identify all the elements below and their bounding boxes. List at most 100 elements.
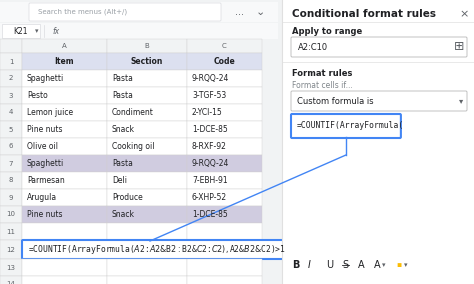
- Bar: [22, 206, 107, 223]
- Text: ▾: ▾: [404, 262, 408, 268]
- Bar: [107, 39, 187, 53]
- FancyBboxPatch shape: [291, 91, 467, 111]
- Text: 1: 1: [9, 59, 13, 64]
- Text: U: U: [326, 260, 333, 270]
- Text: 10: 10: [7, 212, 16, 218]
- Text: S: S: [342, 260, 348, 270]
- Bar: [0, 104, 22, 121]
- Text: B: B: [292, 260, 300, 270]
- Bar: [0, 2, 278, 22]
- Bar: [22, 138, 107, 155]
- Bar: [22, 121, 107, 138]
- Text: Code: Code: [214, 57, 236, 66]
- Text: Apply to range: Apply to range: [292, 28, 362, 37]
- Bar: [0, 206, 22, 223]
- Text: Spaghetti: Spaghetti: [27, 74, 64, 83]
- Bar: [107, 189, 187, 206]
- Bar: [107, 104, 187, 121]
- Bar: [107, 87, 187, 104]
- Bar: [107, 276, 187, 284]
- Text: 8: 8: [9, 178, 13, 183]
- Text: Cooking oil: Cooking oil: [112, 142, 155, 151]
- Bar: [107, 138, 187, 155]
- Text: A: A: [358, 260, 365, 270]
- Text: 3-TGF-53: 3-TGF-53: [192, 91, 226, 100]
- Text: Custom formula is: Custom formula is: [297, 97, 374, 105]
- FancyBboxPatch shape: [291, 114, 401, 138]
- Bar: [22, 104, 107, 121]
- Text: Pasta: Pasta: [112, 91, 133, 100]
- Bar: [187, 259, 262, 276]
- Bar: [22, 276, 107, 284]
- Bar: [0, 121, 22, 138]
- Text: 1-DCE-85: 1-DCE-85: [192, 125, 228, 134]
- Bar: [107, 223, 187, 240]
- Bar: [107, 121, 187, 138]
- Text: 4: 4: [9, 110, 13, 116]
- Bar: [107, 155, 187, 172]
- Text: 14: 14: [7, 281, 16, 284]
- Text: 1-DCE-85: 1-DCE-85: [192, 210, 228, 219]
- Text: ◾: ◾: [396, 262, 401, 268]
- Bar: [22, 189, 107, 206]
- Text: ▾: ▾: [459, 97, 463, 105]
- Bar: [187, 276, 262, 284]
- Text: Produce: Produce: [112, 193, 143, 202]
- Text: ▾: ▾: [35, 28, 39, 34]
- Text: ▾: ▾: [382, 262, 385, 268]
- Text: Pasta: Pasta: [112, 74, 133, 83]
- Text: 9-RQQ-24: 9-RQQ-24: [192, 74, 229, 83]
- Bar: [22, 172, 107, 189]
- Bar: [107, 172, 187, 189]
- Bar: [0, 138, 22, 155]
- Bar: [107, 70, 187, 87]
- Text: K21: K21: [14, 26, 28, 36]
- Text: 6-XHP-52: 6-XHP-52: [192, 193, 227, 202]
- Bar: [0, 189, 22, 206]
- Bar: [22, 155, 107, 172]
- Bar: [0, 87, 22, 104]
- Text: 2: 2: [9, 76, 13, 82]
- Text: Pasta: Pasta: [112, 159, 133, 168]
- Text: Pesto: Pesto: [27, 91, 48, 100]
- Text: fx: fx: [52, 26, 59, 36]
- Bar: [187, 223, 262, 240]
- Text: Pine nuts: Pine nuts: [27, 210, 63, 219]
- Bar: [187, 104, 262, 121]
- Text: 7-EBH-91: 7-EBH-91: [192, 176, 228, 185]
- Bar: [2, 24, 40, 38]
- Text: A2:C10: A2:C10: [298, 43, 328, 51]
- Text: 9: 9: [9, 195, 13, 201]
- Bar: [0, 223, 22, 240]
- Bar: [187, 206, 262, 223]
- Bar: [107, 206, 187, 223]
- Text: Snack: Snack: [112, 125, 135, 134]
- Text: 3: 3: [9, 93, 13, 99]
- Text: =COUNTIF(ArrayFormula($A$2:$A2&$B$2:$B2&$C$2:$C2),$A2&$B2&$C2)>1: =COUNTIF(ArrayFormula($A$2:$A2&$B$2:$B2&…: [28, 243, 286, 256]
- Bar: [187, 87, 262, 104]
- Bar: [22, 70, 107, 87]
- Bar: [22, 87, 107, 104]
- Bar: [0, 53, 22, 70]
- Bar: [0, 172, 22, 189]
- Text: 11: 11: [7, 229, 16, 235]
- FancyBboxPatch shape: [291, 37, 467, 57]
- Bar: [22, 223, 107, 240]
- Bar: [0, 259, 22, 276]
- Text: A: A: [374, 260, 381, 270]
- Bar: [22, 53, 107, 70]
- Bar: [187, 53, 262, 70]
- Bar: [0, 70, 22, 87]
- Bar: [0, 240, 22, 259]
- Text: Parmesan: Parmesan: [27, 176, 65, 185]
- Text: Condiment: Condiment: [112, 108, 154, 117]
- Text: 7: 7: [9, 160, 13, 166]
- Text: Pine nuts: Pine nuts: [27, 125, 63, 134]
- Text: A: A: [62, 43, 67, 49]
- Bar: [0, 39, 22, 53]
- Text: ⌄: ⌄: [255, 7, 264, 17]
- Bar: [282, 0, 474, 284]
- Bar: [22, 39, 107, 53]
- Text: Search the menus (Alt+/): Search the menus (Alt+/): [38, 9, 127, 15]
- Bar: [107, 259, 187, 276]
